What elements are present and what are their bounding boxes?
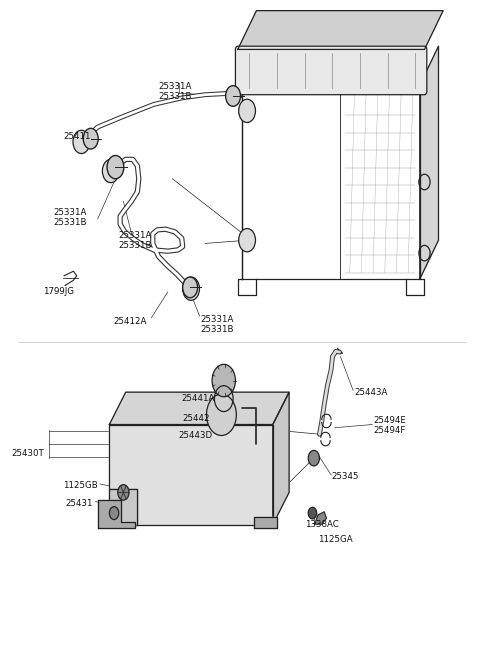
Circle shape — [183, 277, 198, 298]
Text: 25494E
25494F: 25494E 25494F — [373, 416, 406, 436]
Text: 25345: 25345 — [331, 472, 359, 481]
Polygon shape — [273, 392, 289, 525]
Circle shape — [118, 485, 129, 500]
Circle shape — [107, 155, 124, 179]
Text: 1799JG: 1799JG — [43, 288, 73, 297]
Polygon shape — [315, 512, 326, 524]
Text: 1338AC: 1338AC — [305, 520, 339, 529]
Text: 25431: 25431 — [66, 499, 93, 508]
Text: 25430T: 25430T — [11, 449, 44, 458]
Text: 1125GB: 1125GB — [63, 481, 98, 491]
Circle shape — [102, 159, 119, 183]
Circle shape — [226, 86, 240, 106]
Circle shape — [83, 128, 98, 149]
Polygon shape — [109, 392, 289, 424]
Text: 25411: 25411 — [63, 132, 91, 141]
Circle shape — [109, 506, 119, 519]
Text: 25412A: 25412A — [113, 316, 147, 326]
Circle shape — [183, 277, 200, 301]
Text: 25442: 25442 — [182, 413, 210, 422]
Circle shape — [73, 130, 90, 153]
Text: 25443D: 25443D — [178, 431, 212, 440]
Polygon shape — [420, 47, 439, 279]
Polygon shape — [98, 500, 135, 528]
Polygon shape — [109, 424, 273, 525]
Circle shape — [239, 99, 255, 122]
Polygon shape — [254, 517, 277, 528]
Text: 25331A
25331B: 25331A 25331B — [158, 82, 192, 101]
Polygon shape — [109, 489, 137, 525]
Text: 1125GA: 1125GA — [318, 535, 353, 544]
Text: 25331A
25331B: 25331A 25331B — [53, 208, 87, 227]
Circle shape — [212, 364, 235, 397]
Text: 25331A
25331B: 25331A 25331B — [201, 314, 234, 334]
Polygon shape — [238, 10, 443, 49]
FancyBboxPatch shape — [235, 47, 427, 95]
Circle shape — [308, 507, 317, 519]
Text: 25443A: 25443A — [354, 388, 388, 397]
Text: 25441A: 25441A — [181, 394, 215, 403]
Circle shape — [239, 229, 255, 252]
Circle shape — [206, 394, 236, 436]
Text: 25331A
25331B: 25331A 25331B — [119, 231, 152, 250]
Circle shape — [308, 451, 320, 466]
